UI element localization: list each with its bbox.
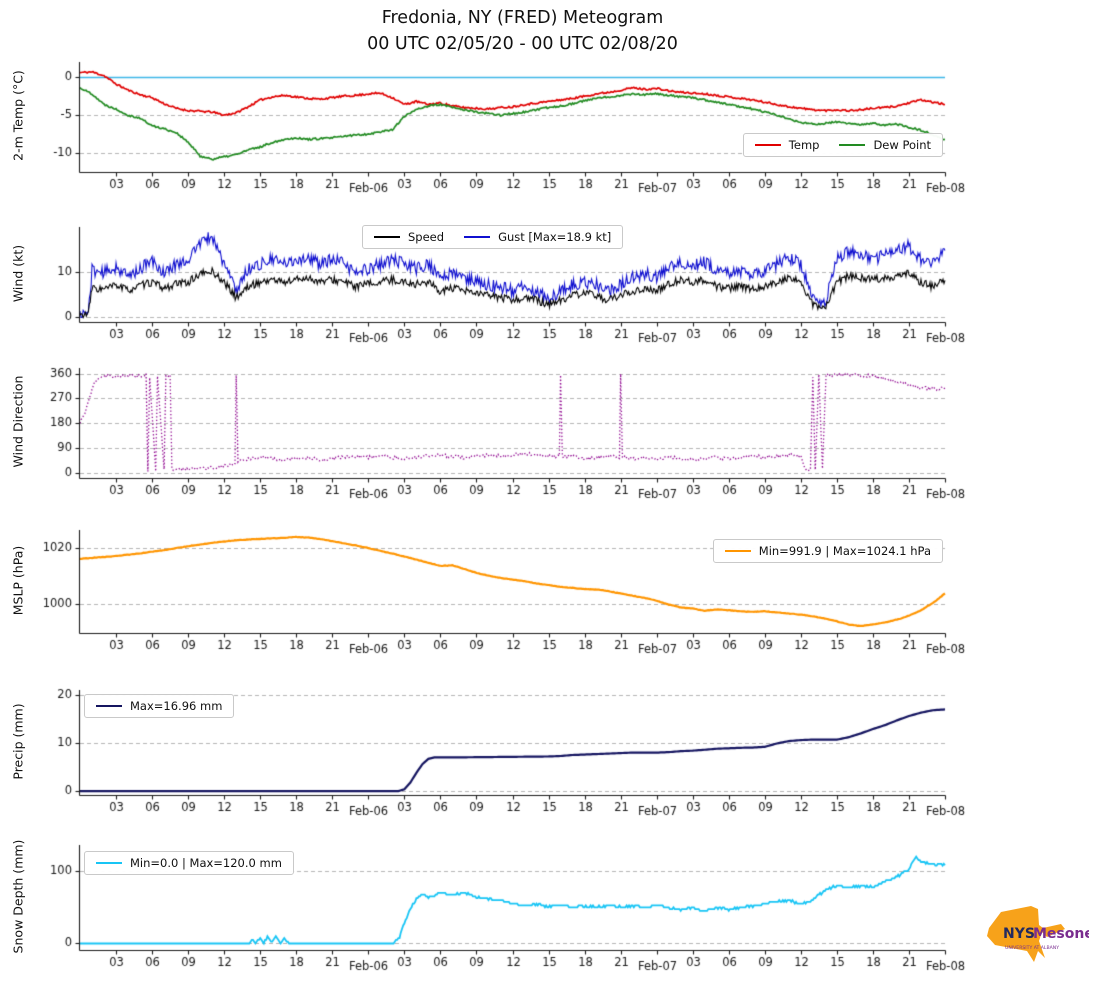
legend-item: Temp <box>754 138 820 152</box>
logo-nys-text: NYS <box>1003 926 1035 942</box>
logo-mesonet-text: Mesonet <box>1033 926 1089 942</box>
legend-label: Dew Point <box>873 138 931 152</box>
mslp-line-sample <box>724 549 751 553</box>
speed-line-sample <box>374 235 400 239</box>
legend-item: Speed <box>374 230 444 244</box>
legend-label: Min=991.9 | Max=1024.1 hPa <box>758 544 931 558</box>
legend-label: Speed <box>408 230 445 244</box>
logo-university-text: UNIVERSITY AT ALBANY <box>1005 945 1059 951</box>
temp-line-sample <box>754 143 781 147</box>
wind-legend: Speed Gust [Max=18.9 kt] <box>362 225 624 249</box>
ylabel-mslp: MSLP (hPa) <box>10 545 26 616</box>
temp-legend: Temp Dew Point <box>742 133 943 157</box>
legend-item: Min=991.9 | Max=1024.1 hPa <box>724 544 931 558</box>
chart-title: Fredonia, NY (FRED) Meteogram <box>381 8 664 28</box>
ylabel-temp: 2-m Temp (°C) <box>10 70 26 161</box>
ylabel-winddir: Wind Direction <box>10 375 26 468</box>
dewpoint-line-sample <box>839 143 866 147</box>
precip-line-sample <box>96 704 122 708</box>
snow-legend: Min=0.0 | Max=120.0 mm <box>84 851 294 875</box>
legend-item: Gust [Max=18.9 kt] <box>464 230 611 244</box>
legend-label: Max=16.96 mm <box>130 699 223 713</box>
ylabel-wind: Wind (kt) <box>10 244 26 303</box>
legend-label: Temp <box>788 138 820 152</box>
ylabel-snow: Snow Depth (mm) <box>10 839 26 954</box>
ny-state-shape <box>987 906 1065 962</box>
legend-item: Min=0.0 | Max=120.0 mm <box>96 856 282 870</box>
gust-line-sample <box>464 235 491 239</box>
legend-label: Min=0.0 | Max=120.0 mm <box>130 856 282 870</box>
legend-item: Max=16.96 mm <box>96 699 222 713</box>
legend-label: Gust [Max=18.9 kt] <box>498 230 612 244</box>
precip-legend: Max=16.96 mm <box>84 694 235 718</box>
snow-line-sample <box>96 861 122 865</box>
chart-subtitle: 00 UTC 02/05/20 - 00 UTC 02/08/20 <box>367 34 678 54</box>
legend-item: Dew Point <box>839 138 931 152</box>
ylabel-precip: Precip (mm) <box>10 703 26 780</box>
mslp-legend: Min=991.9 | Max=1024.1 hPa <box>712 539 943 563</box>
nys-mesonet-logo: NYS Mesonet UNIVERSITY AT ALBANY <box>987 906 1089 962</box>
